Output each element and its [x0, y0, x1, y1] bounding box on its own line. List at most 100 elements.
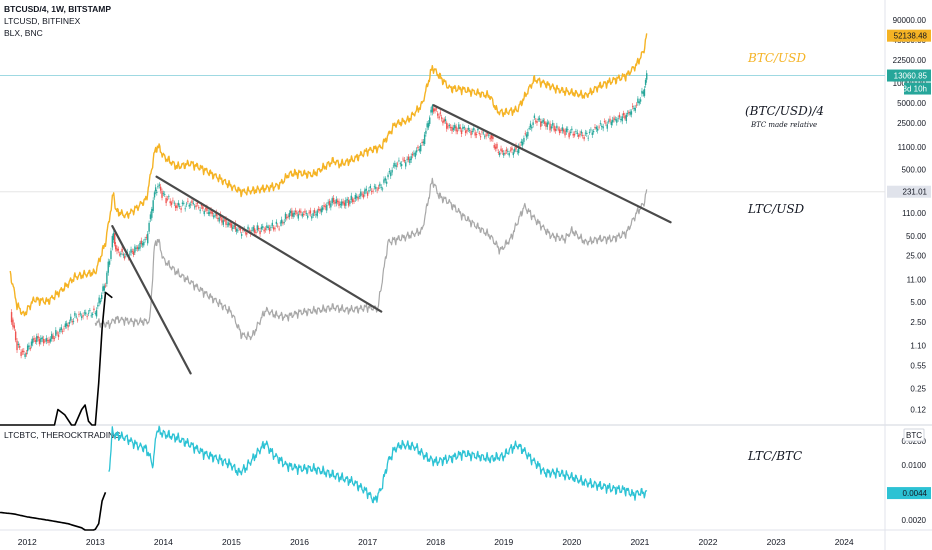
candle-body [610, 121, 613, 126]
candle-body [504, 152, 506, 154]
candle-body [189, 204, 192, 206]
candle-body [296, 212, 298, 215]
candle-body [384, 178, 387, 181]
candle-body [226, 223, 229, 225]
candle-body [411, 153, 414, 156]
candle-body [554, 128, 557, 131]
candle-body [407, 156, 410, 160]
candle-body [484, 136, 486, 138]
candle-body [93, 308, 95, 311]
candle-body [145, 237, 148, 238]
candle-body [642, 91, 645, 94]
candle-body [321, 207, 324, 211]
candle-body [383, 179, 385, 183]
candle-body [98, 297, 100, 304]
y-tick-label: 25.00 [906, 252, 927, 261]
candle-body [456, 130, 459, 132]
candle-body [30, 341, 33, 346]
candle-body [208, 212, 211, 214]
x-tick-label: 2014 [154, 537, 173, 547]
candle-body [75, 316, 77, 318]
candle-body [492, 136, 494, 140]
candle-body [104, 285, 107, 287]
lower-price-axis: 0.0200 0.0100 0.0044 0.0020 [902, 437, 927, 525]
candle-body [481, 131, 483, 133]
chart-annotation: BTC/USD [747, 51, 806, 65]
candle-body [228, 222, 230, 226]
candle-body [311, 216, 313, 219]
candle-body [346, 198, 348, 201]
candle-body [644, 79, 647, 86]
candle-body [616, 119, 618, 123]
candle-body [467, 127, 470, 130]
x-tick-label: 2012 [18, 537, 37, 547]
candle-body [198, 207, 200, 209]
candle-body [590, 129, 592, 131]
candle-body [266, 225, 268, 228]
candle-body [443, 119, 445, 122]
candle-body [351, 198, 354, 202]
candle-body [184, 208, 186, 210]
x-tick-label: 2016 [290, 537, 309, 547]
candle-body [116, 248, 118, 252]
candle-body [41, 337, 43, 339]
candle-body [454, 124, 456, 129]
candle-body [354, 195, 357, 199]
candle-body [240, 234, 243, 236]
candle-body [620, 118, 622, 120]
candle-body [375, 186, 377, 189]
candle-body [607, 120, 610, 122]
candle-body [176, 205, 178, 209]
y-tick-label: 110.00 [902, 209, 926, 218]
candle-body [130, 249, 132, 253]
candle-body [349, 200, 351, 204]
candle-body [80, 316, 83, 318]
y-tick-label: 0.0100 [902, 461, 927, 470]
candle-body [575, 131, 577, 132]
chart-annotation: BTC made relative [750, 121, 817, 129]
y-tick-label: 1100.00 [898, 143, 927, 152]
candle-body [52, 335, 54, 339]
candle-body [79, 313, 82, 315]
candle-body [282, 222, 284, 224]
candle-body [588, 131, 591, 133]
candle-body [509, 149, 512, 151]
candle-body [225, 218, 227, 225]
candle-body [601, 125, 603, 128]
candle-body [572, 133, 574, 136]
candle-body [148, 222, 150, 232]
candle-body [199, 209, 201, 211]
candle-body [541, 121, 543, 124]
candle-body [646, 73, 648, 80]
candle-body [103, 285, 105, 291]
candle-body [350, 195, 352, 200]
candle-body [391, 169, 393, 173]
candle-body [527, 131, 529, 137]
candle-body [141, 243, 144, 246]
y-tick-label: 0.12 [910, 405, 926, 414]
chart-header-ltc: LTCUSD, BITFINEX [4, 16, 81, 26]
candle-body [598, 126, 600, 128]
candle-body [395, 165, 397, 167]
candle-body [552, 122, 554, 126]
candle-body [37, 336, 39, 339]
candle-body [120, 253, 122, 255]
x-tick-label: 2022 [699, 537, 718, 547]
candle-body [406, 158, 408, 160]
candle-body [525, 134, 528, 138]
candle-body [357, 196, 359, 200]
candle-body [38, 339, 41, 345]
candle-body [634, 107, 636, 111]
candle-body [56, 332, 58, 334]
candle-body [562, 129, 565, 132]
candle-body [546, 122, 549, 127]
candle-body [587, 137, 589, 139]
candle-body [390, 172, 392, 177]
candle-body [283, 221, 285, 223]
candle-body [172, 200, 174, 202]
candle-body [482, 132, 485, 134]
candle-body [493, 144, 495, 148]
candle-body [117, 248, 119, 251]
candle-body [33, 338, 35, 340]
